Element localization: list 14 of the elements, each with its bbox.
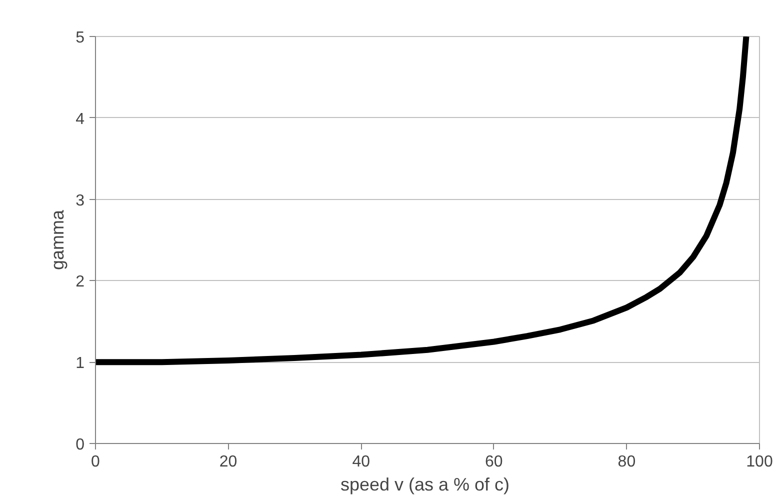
y-tick-label: 4 [76, 110, 85, 128]
x-tick-label: 0 [91, 454, 100, 470]
y-tick-label: 1 [76, 355, 85, 372]
x-tick-label: 60 [485, 454, 503, 470]
y-tick-label: 3 [76, 192, 85, 210]
y-tick-label: 5 [76, 30, 85, 46]
y-tick-label: 0 [76, 436, 85, 454]
x-tick-label: 100 [746, 454, 773, 470]
y-axis-title: gamma [48, 209, 68, 270]
y-tick-label: 2 [76, 274, 85, 291]
x-tick-label: 80 [618, 454, 636, 470]
x-axis-title: speed v (as a % of c) [340, 474, 510, 494]
x-tick-label: 20 [219, 454, 238, 470]
x-tick-label: 40 [352, 454, 370, 470]
